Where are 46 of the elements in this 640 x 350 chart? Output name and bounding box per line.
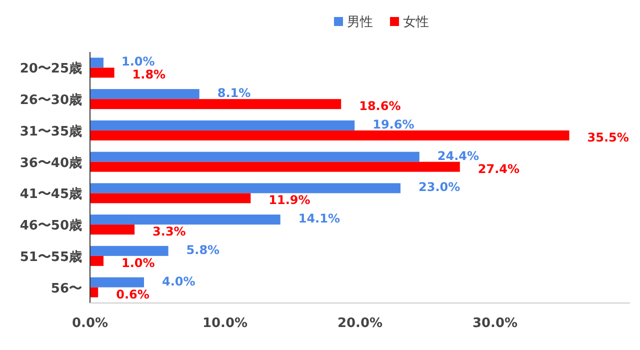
bar [90,246,168,256]
bar [90,214,280,225]
data-label: 19.6% [372,117,414,132]
x-tick-label: 10.0% [202,316,248,331]
bar [90,68,114,78]
data-label: 1.8% [132,68,166,82]
y-tick-label: 46〜50歳 [20,218,82,234]
data-label: 3.3% [152,224,186,239]
data-label: 35.5% [587,130,629,144]
bar [90,120,355,130]
data-label: 4.0% [162,274,196,288]
legend-label: 女性 [403,15,429,30]
data-label: 14.1% [298,212,340,226]
data-label: 5.8% [186,242,220,257]
data-label: 23.0% [418,180,460,194]
y-tick-label: 51〜55歳 [20,250,82,265]
bar [90,277,144,288]
x-tick-label: 30.0% [472,316,518,331]
legend-label: 男性 [347,15,373,30]
data-label: 24.4% [437,148,480,163]
y-tick-label: 26〜30歳 [20,93,82,108]
bar [90,130,570,140]
data-label: 8.1% [217,86,251,100]
bar [90,193,251,204]
data-label: 1.0% [122,54,155,69]
y-tick-label: 20〜25歳 [20,62,82,77]
bar [90,256,104,266]
data-label: 1.0% [122,256,155,270]
y-tick-label: 41〜45歳 [20,187,82,202]
y-tick-label: 31〜35歳 [20,124,82,140]
bar [90,99,342,110]
data-label: 0.6% [116,287,150,302]
bar [90,224,135,235]
data-label: 27.4% [478,162,520,176]
bar [90,287,98,298]
data-label: 11.9% [268,193,310,208]
bar [90,89,200,100]
bar [90,152,420,162]
x-tick-label: 0.0% [72,316,108,331]
x-tick-label: 20.0% [337,316,383,331]
y-tick-label: 56〜 [50,281,82,296]
y-tick-label: 36〜40歳 [20,156,82,171]
bar [90,162,460,172]
data-label: 18.6% [359,99,401,114]
bar [90,183,400,194]
bar [90,58,104,68]
